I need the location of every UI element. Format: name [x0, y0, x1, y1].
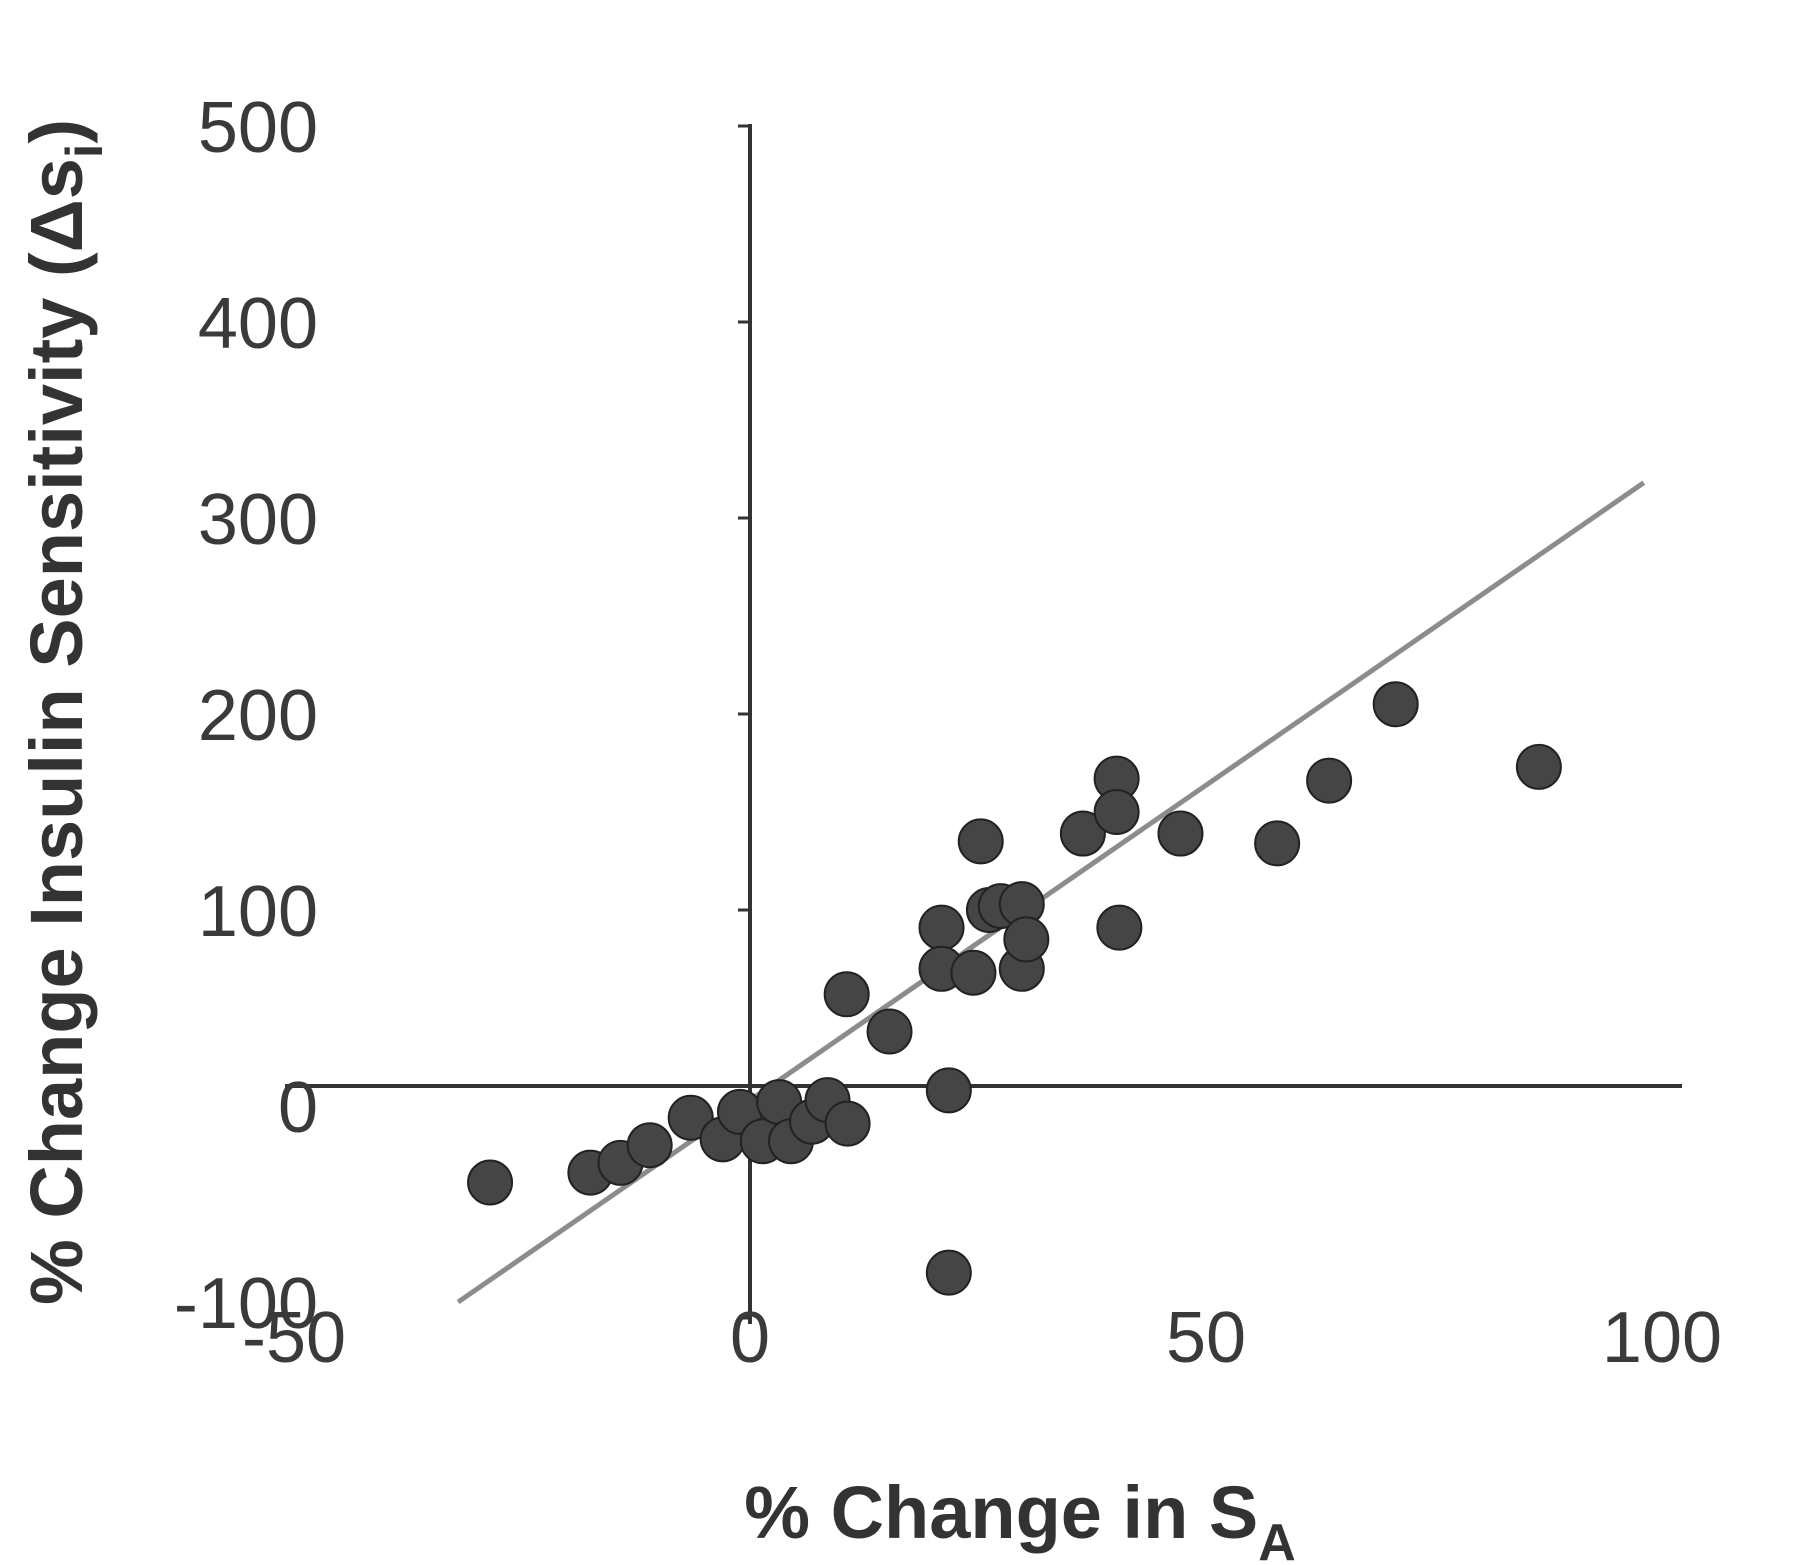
- y-tick-label: 400: [198, 284, 318, 364]
- y-axis-title: % Change Insulin Sensitivity (Δsi): [15, 119, 114, 1305]
- y-tick-label: 200: [198, 676, 318, 756]
- y-tick-label: 0: [278, 1068, 318, 1148]
- data-point: [1096, 904, 1143, 951]
- data-point: [1306, 757, 1353, 804]
- x-tick-label: -50: [242, 1298, 346, 1378]
- y-tick-label: 300: [198, 480, 318, 560]
- data-point: [925, 1249, 972, 1296]
- data-point: [1254, 820, 1301, 867]
- x-axis-title-main: % Change in S: [744, 1471, 1258, 1554]
- y-tick-label: -100: [174, 1264, 318, 1344]
- data-point: [1515, 743, 1562, 790]
- data-point: [866, 1008, 913, 1055]
- y-tick-label: 100: [198, 872, 318, 952]
- y-axis-title-close: ): [15, 119, 98, 144]
- x-tick-label: 100: [1602, 1298, 1722, 1378]
- data-point: [1059, 810, 1106, 857]
- data-point: [1372, 681, 1419, 728]
- y-tick-label: 500: [198, 88, 318, 168]
- x-axis-title-subscript: A: [1258, 1514, 1296, 1565]
- data-point: [1003, 916, 1050, 963]
- y-axis-title-subscript: i: [56, 144, 114, 158]
- data-point: [957, 818, 1004, 865]
- data-point: [467, 1159, 514, 1206]
- x-axis-title: % Change in SA: [744, 1471, 1296, 1565]
- tick-labels-group: -100 0 100 200 300 400 500 -50 0 50 100: [174, 88, 1722, 1378]
- data-point: [950, 949, 997, 996]
- data-point: [824, 1100, 871, 1147]
- data-point: [918, 904, 965, 951]
- y-axis-title-main: % Change Insulin Sensitivity (Δs: [15, 158, 98, 1305]
- x-tick-label: 50: [1166, 1298, 1246, 1378]
- data-point: [626, 1122, 673, 1169]
- x-tick-label: 0: [730, 1298, 770, 1378]
- data-point: [667, 1094, 714, 1141]
- data-point: [1093, 789, 1140, 835]
- axes-group: [285, 124, 1682, 1324]
- data-point: [823, 971, 870, 1018]
- points-group: [467, 681, 1562, 1296]
- data-point: [925, 1067, 972, 1114]
- data-point: [1157, 810, 1204, 857]
